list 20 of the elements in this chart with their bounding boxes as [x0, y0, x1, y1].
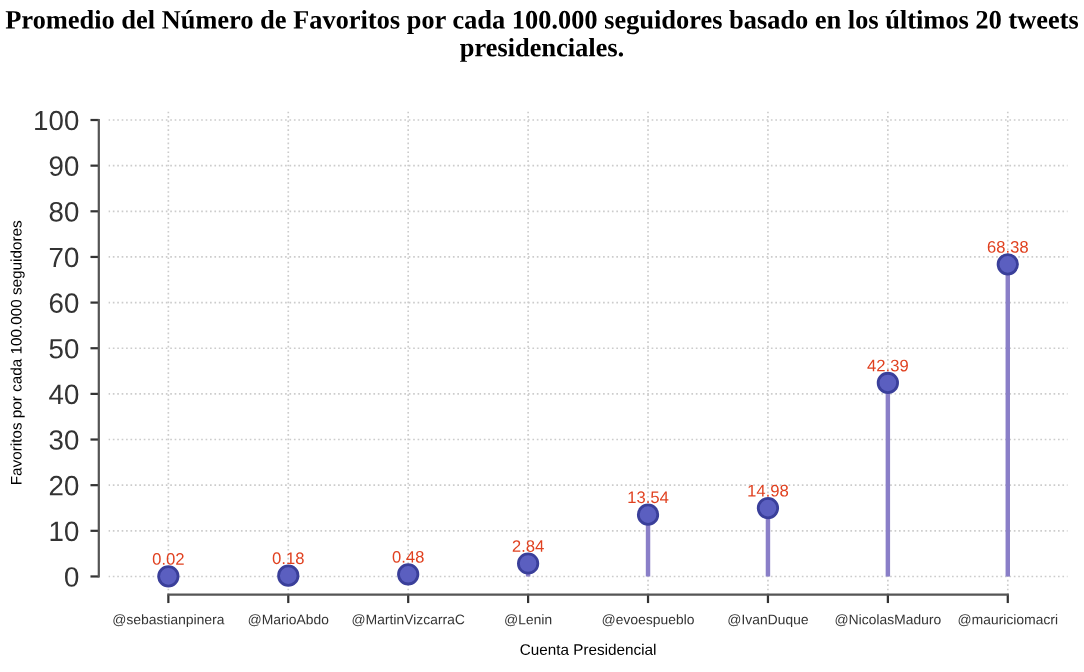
data-label: 0.02	[152, 553, 184, 565]
y-tick-label: 50	[49, 338, 79, 359]
y-tick-label: 30	[49, 430, 79, 450]
data-label: 68.38	[987, 241, 1028, 253]
data-label: 42.39	[867, 359, 908, 372]
data-label: 0.48	[392, 550, 424, 563]
data-label: 0.18	[272, 552, 304, 565]
y-tick-label: 90	[49, 156, 79, 176]
chart-title: Promedio del Número de Favoritos por cada 100.000 seguidores basado en los últimos 20 tweets presidenciales.	[5, 10, 1079, 62]
y-tick-label: 0	[65, 567, 79, 587]
y-tick-label: 20	[49, 475, 79, 496]
y-tick-label: 60	[49, 293, 79, 313]
y-tick-label: 40	[49, 384, 79, 405]
data-label: 13.54	[628, 491, 669, 504]
y-tick-label: 80	[49, 201, 79, 222]
y-tick-label: 70	[49, 247, 79, 268]
y-tick-label: 100	[35, 110, 79, 131]
data-label: 14.98	[748, 484, 789, 497]
y-tick-label: 10	[50, 521, 79, 542]
data-label: 2.84	[512, 540, 544, 552]
